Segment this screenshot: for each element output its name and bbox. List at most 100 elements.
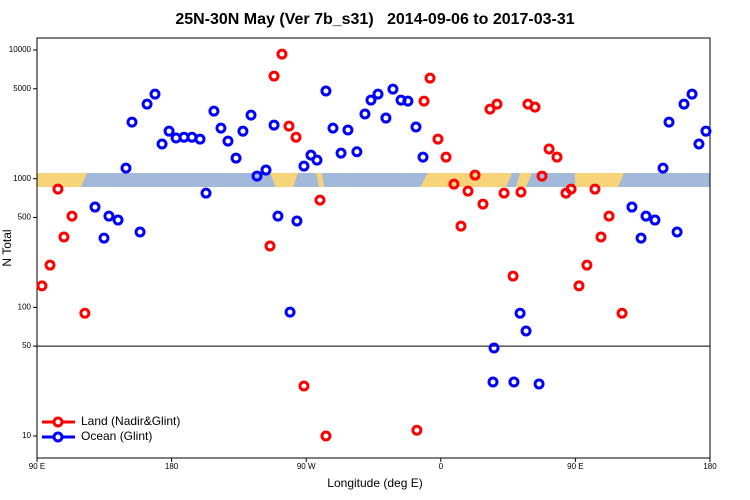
y-tick-label: 50 xyxy=(22,341,31,350)
point xyxy=(671,226,683,238)
point xyxy=(487,376,499,388)
y-tick-label: 10 xyxy=(22,431,31,440)
y-tick-label: 500 xyxy=(18,213,32,222)
point xyxy=(565,183,577,195)
point xyxy=(678,98,690,110)
point xyxy=(79,307,91,319)
point xyxy=(551,151,563,163)
point xyxy=(89,201,101,213)
point xyxy=(440,151,452,163)
point xyxy=(134,226,146,238)
point xyxy=(52,183,64,195)
y-tick-label: 10000 xyxy=(9,45,32,54)
x-axis-label: Longitude (deg E) xyxy=(327,476,422,490)
point xyxy=(507,270,519,282)
ocean-strip xyxy=(37,173,710,187)
x-tick-label: 180 xyxy=(703,462,717,471)
point xyxy=(200,187,212,199)
point xyxy=(411,424,423,436)
x-tick-label: 90 W xyxy=(297,462,316,471)
legend-label: Land (Nadir&Glint) xyxy=(81,414,180,428)
legend-marker xyxy=(52,431,64,443)
point xyxy=(44,259,56,271)
point xyxy=(514,307,526,319)
point xyxy=(141,98,153,110)
point xyxy=(103,210,115,222)
point xyxy=(663,116,675,128)
point xyxy=(215,122,227,134)
x-tick-label: 90 E xyxy=(567,462,583,471)
point xyxy=(380,112,392,124)
point xyxy=(291,215,303,227)
legend-marker xyxy=(52,416,64,428)
point xyxy=(581,259,593,271)
point xyxy=(686,88,698,100)
point xyxy=(276,48,288,60)
point xyxy=(462,185,474,197)
land-strip xyxy=(575,173,624,187)
point xyxy=(402,95,414,107)
point xyxy=(126,116,138,128)
point xyxy=(469,169,481,181)
point xyxy=(533,378,545,390)
y-tick-label: 100 xyxy=(18,302,32,311)
x-tick-label: 0 xyxy=(439,462,444,471)
point xyxy=(327,122,339,134)
point xyxy=(66,210,78,222)
point xyxy=(268,70,280,82)
point xyxy=(222,135,234,147)
point xyxy=(589,183,601,195)
point xyxy=(351,146,363,158)
point xyxy=(251,170,263,182)
point xyxy=(649,214,661,226)
point xyxy=(314,194,326,206)
point xyxy=(311,154,323,166)
x-tick-label: 180 xyxy=(165,462,179,471)
land-strip xyxy=(316,173,324,187)
point xyxy=(208,105,220,117)
land-strip xyxy=(420,173,512,187)
point xyxy=(245,109,257,121)
point xyxy=(163,125,175,137)
land-strip xyxy=(37,173,87,187)
point xyxy=(477,198,489,210)
land-strip xyxy=(270,173,298,187)
y-tick-label: 5000 xyxy=(13,84,31,93)
point xyxy=(194,133,206,145)
point xyxy=(320,85,332,97)
point xyxy=(283,120,295,132)
point xyxy=(149,88,161,100)
point xyxy=(410,121,422,133)
point xyxy=(298,160,310,172)
point xyxy=(448,178,460,190)
point xyxy=(488,342,500,354)
point xyxy=(640,210,652,222)
point xyxy=(335,147,347,159)
point xyxy=(112,214,124,226)
point xyxy=(237,125,249,137)
point xyxy=(700,125,712,137)
point xyxy=(432,133,444,145)
point xyxy=(417,151,429,163)
point xyxy=(120,162,132,174)
point xyxy=(626,201,638,213)
point xyxy=(320,430,332,442)
point xyxy=(657,162,669,174)
point xyxy=(58,231,70,243)
point xyxy=(484,103,496,115)
chart-title: 25N-30N May (Ver 7b_s31) 2014-09-06 to 2… xyxy=(175,11,574,28)
point xyxy=(455,220,467,232)
land-strip xyxy=(516,173,532,187)
point xyxy=(290,131,302,143)
surface-strip xyxy=(37,173,710,187)
y-axis-label: N Total xyxy=(0,229,14,266)
point xyxy=(36,280,48,292)
point xyxy=(616,307,628,319)
point xyxy=(264,240,276,252)
point xyxy=(536,170,548,182)
point xyxy=(498,187,510,199)
point xyxy=(491,98,503,110)
y-tick-label: 1000 xyxy=(13,174,31,183)
point xyxy=(543,143,555,155)
